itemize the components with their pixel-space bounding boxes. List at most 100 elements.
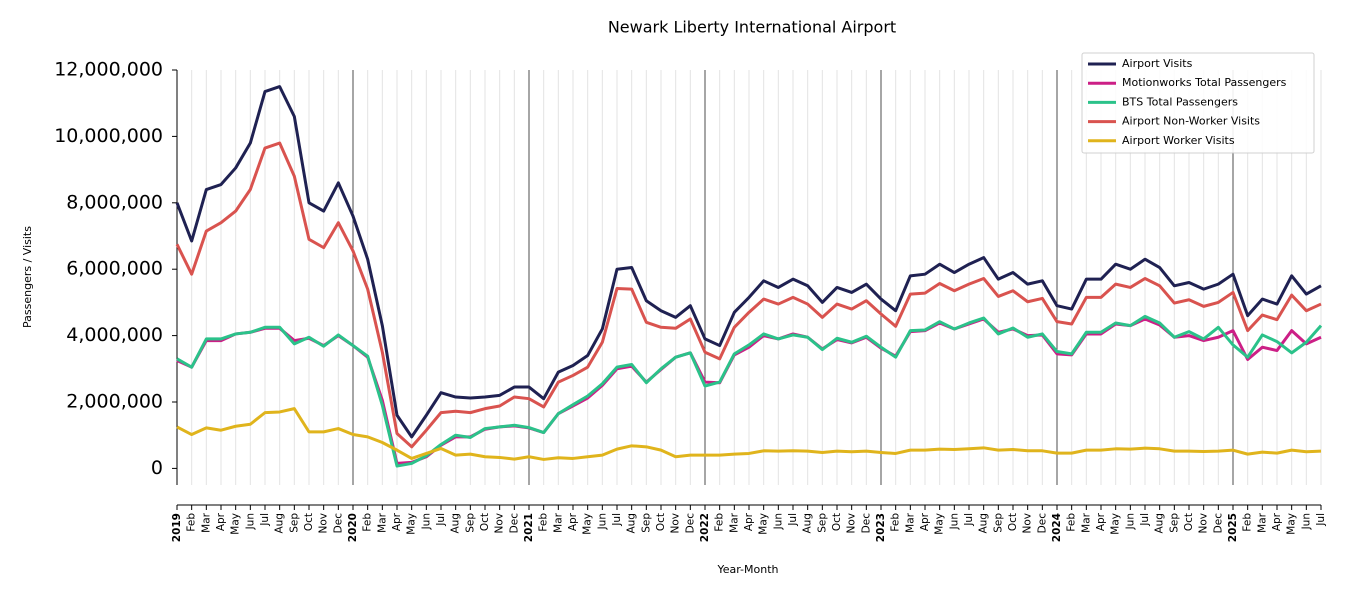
x-tick-label: Jul	[963, 513, 975, 527]
x-tick-label: Oct	[303, 513, 315, 531]
x-tick-label: Mar	[552, 512, 564, 532]
x-tick-label: Sep	[288, 513, 300, 533]
x-tick-label: Oct	[479, 513, 491, 531]
series-line	[175, 141, 1322, 449]
x-tick-label: Mar	[376, 512, 388, 532]
x-tick-label: Mar	[728, 512, 740, 532]
x-tick-label: Jul	[435, 513, 447, 527]
x-tick-label: Oct	[831, 513, 843, 531]
x-tick-label: Nov	[318, 513, 330, 534]
x-tick-label: Apr	[215, 512, 227, 531]
y-tick-label: 12,000,000	[54, 59, 163, 81]
legend-label: Airport Non-Worker Visits	[1122, 115, 1260, 128]
x-tick-label: Feb	[186, 513, 198, 532]
x-tick-label: May	[934, 513, 946, 535]
y-tick-label: 8,000,000	[66, 191, 163, 213]
legend-label: BTS Total Passengers	[1122, 95, 1238, 108]
x-tick-label: Feb	[538, 513, 550, 532]
y-tick-label: 4,000,000	[66, 324, 163, 346]
x-tick-label: Dec	[1212, 513, 1224, 534]
x-tick-label: 2021	[523, 513, 535, 542]
x-tick-label: Mar	[1256, 512, 1268, 532]
x-tick-label: Mar	[1080, 512, 1092, 532]
x-tick-label: Dec	[508, 513, 520, 534]
legend-label: Motionworks Total Passengers	[1122, 76, 1287, 89]
x-tick-label: Sep	[640, 513, 652, 533]
x-tick-label: Aug	[450, 513, 462, 534]
x-tick-label: May	[758, 513, 770, 535]
x-tick-label: Jun	[596, 513, 608, 530]
y-tick-label: 2,000,000	[66, 391, 163, 413]
x-tick-label: Jun	[948, 513, 960, 530]
y-tick-label: 10,000,000	[54, 125, 163, 147]
x-tick-label: Jun	[1300, 513, 1312, 530]
x-tick-label: Feb	[890, 513, 902, 532]
x-tick-label: Dec	[332, 513, 344, 534]
x-tick-label: Sep	[464, 513, 476, 533]
x-tick-label: Aug	[802, 513, 814, 534]
x-tick-label: Nov	[846, 513, 858, 534]
x-tick-label: Nov	[494, 513, 506, 534]
x-tick-label: Oct	[1183, 513, 1195, 531]
x-tick-label: Jun	[244, 513, 256, 530]
x-tick-label: 2025	[1227, 513, 1239, 542]
x-tick-label: Aug	[626, 513, 638, 534]
x-tick-label: May	[406, 513, 418, 535]
legend: Airport Visits Motionworks Total Passenge…	[1081, 52, 1315, 154]
x-tick-label: Apr	[567, 512, 579, 531]
y-tick-label: 6,000,000	[66, 258, 163, 280]
x-tick-label: May	[230, 513, 242, 535]
x-tick-label: Apr	[919, 512, 931, 531]
x-tick-label: Dec	[860, 513, 872, 534]
x-tick-label: 2020	[347, 513, 359, 542]
x-tick-label: Dec	[1036, 513, 1048, 534]
x-tick-label: Dec	[684, 513, 696, 534]
x-axis-label: Year-Month	[716, 563, 778, 576]
legend-box	[1081, 52, 1315, 154]
x-tick-label: Apr	[1095, 512, 1107, 531]
legend-label: Airport Worker Visits	[1122, 134, 1235, 147]
x-tick-label: Feb	[1066, 513, 1078, 532]
x-tick-label: 2024	[1051, 513, 1063, 542]
x-tick-label: Jun	[772, 513, 784, 530]
x-tick-label: 2023	[875, 513, 887, 542]
x-tick-label: Apr	[1271, 512, 1283, 531]
x-tick-label: Sep	[1168, 513, 1180, 533]
x-tick-label: Jun	[1124, 513, 1136, 530]
x-tick-label: Jul	[787, 513, 799, 527]
x-tick-label: Feb	[362, 513, 374, 532]
x-tick-label: Sep	[816, 513, 828, 533]
x-tick-label: Jul	[1139, 513, 1151, 527]
x-tick-label: Apr	[743, 512, 755, 531]
x-tick-label: Aug	[1154, 513, 1166, 534]
chart-title: Newark Liberty International Airport	[608, 18, 896, 37]
x-tick-label: Feb	[1242, 513, 1254, 532]
x-tick-label: Jul	[259, 513, 271, 527]
x-tick-label: Oct	[655, 513, 667, 531]
x-tick-label: Oct	[1007, 513, 1019, 531]
x-tick-label: 2019	[171, 513, 183, 542]
x-tick-label: Nov	[1022, 513, 1034, 534]
series-line	[175, 85, 1322, 439]
x-tick-label: May	[1286, 513, 1298, 535]
x-tick-label: Apr	[391, 512, 403, 531]
series-line	[176, 407, 1322, 461]
y-tick-label: 0	[151, 457, 163, 479]
series-line	[176, 314, 1323, 468]
x-tick-label: Jul	[1315, 513, 1327, 527]
x-tick-label: Jun	[420, 513, 432, 530]
x-tick-label: Nov	[670, 513, 682, 534]
x-tick-label: May	[1110, 513, 1122, 535]
x-tick-label: Mar	[904, 512, 916, 532]
y-axis-label: Passengers / Visits	[21, 226, 34, 328]
x-tick-label: Aug	[274, 513, 286, 534]
x-tick-label: Sep	[992, 513, 1004, 533]
x-tick-label: Aug	[978, 513, 990, 534]
legend-label: Airport Visits	[1122, 57, 1193, 70]
x-tick-label: Jul	[611, 513, 623, 527]
x-tick-label: May	[582, 513, 594, 535]
x-tick-label: 2022	[699, 513, 711, 542]
x-tick-label: Mar	[200, 512, 212, 532]
